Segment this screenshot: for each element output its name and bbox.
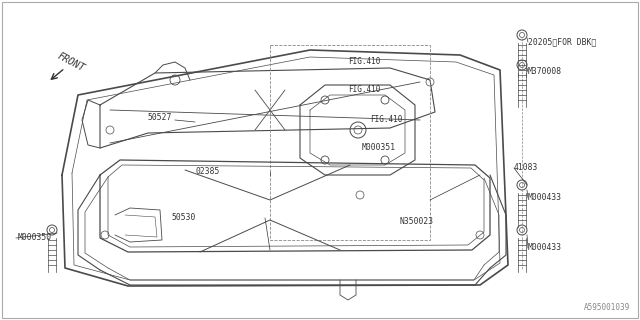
- Text: M370008: M370008: [528, 68, 562, 76]
- Text: FIG.410: FIG.410: [370, 116, 403, 124]
- Text: 50530: 50530: [172, 213, 196, 222]
- Text: 41083: 41083: [514, 164, 538, 172]
- Text: 50527: 50527: [148, 114, 172, 123]
- Text: 20205〈FOR DBK〉: 20205〈FOR DBK〉: [528, 37, 596, 46]
- Text: A595001039: A595001039: [584, 303, 630, 312]
- Text: N350023: N350023: [400, 218, 434, 227]
- Text: M000433: M000433: [528, 244, 562, 252]
- Text: M000351: M000351: [362, 143, 396, 153]
- Text: FIG.410: FIG.410: [348, 58, 380, 67]
- Text: FIG.410: FIG.410: [348, 85, 380, 94]
- Text: 02385: 02385: [196, 167, 220, 177]
- Text: M000350: M000350: [18, 234, 52, 243]
- Text: FRONT: FRONT: [56, 51, 86, 73]
- Text: M000433: M000433: [528, 194, 562, 203]
